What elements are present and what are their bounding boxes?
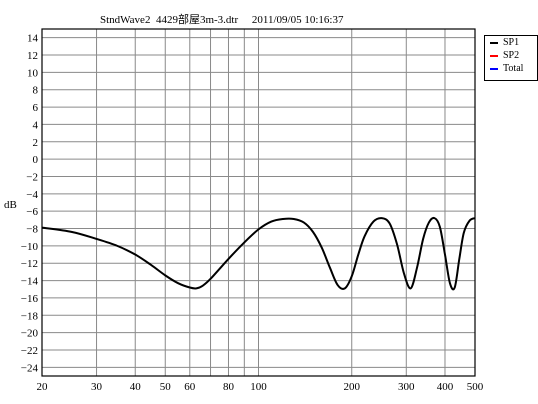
x-tick-label: 400 (437, 381, 454, 393)
legend-item-total: Total (485, 62, 537, 75)
y-tick-label: −2 (26, 171, 38, 183)
legend-swatch-sp2 (490, 55, 498, 57)
x-tick-label: 500 (467, 381, 484, 393)
x-tick-label: 60 (184, 381, 196, 393)
legend-swatch-sp1 (490, 42, 498, 44)
x-tick-label: 20 (37, 381, 49, 393)
legend-label-sp1: SP1 (503, 37, 519, 48)
y-tick-label: 6 (33, 102, 39, 114)
y-tick-label: −12 (21, 258, 38, 270)
y-tick-label: −18 (21, 310, 39, 322)
y-axis-label: dB (4, 199, 17, 211)
y-tick-label: 12 (27, 50, 38, 62)
legend-label-total: Total (503, 63, 523, 74)
x-tick-label: 40 (130, 381, 142, 393)
x-tick-label: 200 (343, 381, 360, 393)
y-tick-label: −14 (21, 276, 39, 288)
y-tick-label: −22 (21, 345, 38, 357)
legend-item-sp1: SP1 (485, 36, 537, 49)
y-tick-label: −24 (21, 362, 39, 374)
y-tick-label: −6 (26, 206, 38, 218)
y-tick-label: −10 (21, 241, 39, 253)
x-tick-labels: 20 30 40 50 60 80 100 200 300 400 500 (37, 381, 484, 393)
y-tick-labels: 14 12 10 8 6 4 2 0 −2 −4 −6 −8 −10 −12 −14 −16 −18 −20 −22… (21, 33, 39, 375)
y-tick-label: −8 (26, 224, 38, 236)
grid-lines (42, 29, 475, 376)
legend: SP1 SP2 Total (484, 35, 538, 81)
chart-title: StndWave2 4429部屋3m-3.dtr 2011/09/05 10:1… (100, 11, 343, 27)
y-tick-label: 4 (33, 119, 39, 131)
y-tick-label: 8 (33, 85, 39, 97)
y-tick-label: 14 (27, 33, 39, 45)
x-tick-label: 300 (398, 381, 415, 393)
legend-item-sp2: SP2 (485, 49, 537, 62)
y-tick-label: 0 (33, 154, 39, 166)
x-tick-label: 100 (250, 381, 267, 393)
x-tick-label: 50 (160, 381, 172, 393)
y-tick-label: −20 (21, 328, 39, 340)
y-tick-label: 2 (33, 137, 39, 149)
y-tick-label: −16 (21, 293, 39, 305)
x-tick-label: 30 (91, 381, 103, 393)
legend-swatch-total (490, 68, 498, 70)
y-tick-label: −4 (26, 189, 38, 201)
x-tick-label: 80 (223, 381, 235, 393)
y-tick-label: 10 (27, 67, 39, 79)
legend-label-sp2: SP2 (503, 50, 519, 61)
